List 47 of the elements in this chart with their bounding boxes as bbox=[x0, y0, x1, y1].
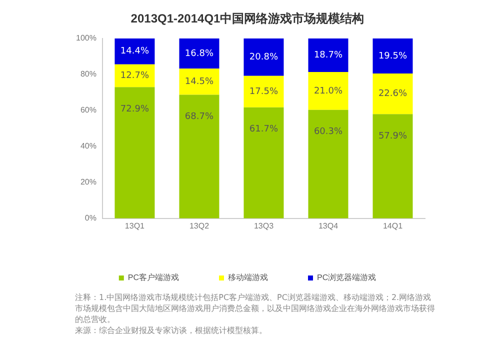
y-tick-label: 40% bbox=[80, 142, 96, 151]
bar bbox=[179, 68, 220, 95]
bar bbox=[308, 38, 348, 72]
y-tick-label: 80% bbox=[80, 70, 96, 79]
y-tick-label: 100% bbox=[76, 34, 96, 43]
y-tick-label: 20% bbox=[80, 178, 96, 187]
data-label: 61.7% bbox=[249, 124, 278, 135]
data-label: 60.3% bbox=[314, 127, 343, 138]
bar bbox=[244, 38, 284, 76]
bar bbox=[244, 76, 284, 108]
data-label: 20.8% bbox=[249, 52, 278, 62]
data-label: 21.0% bbox=[314, 86, 343, 96]
bar bbox=[114, 87, 155, 218]
data-label: 16.8% bbox=[184, 48, 214, 59]
data-label: 14.5% bbox=[184, 77, 214, 88]
bar bbox=[372, 114, 413, 218]
bar bbox=[308, 72, 348, 110]
data-label: 22.6% bbox=[378, 89, 408, 100]
chart-title: 2013Q1-2014Q1中国网络游戏市场规模结构 bbox=[130, 12, 364, 26]
data-label: 12.7% bbox=[120, 71, 150, 82]
bar bbox=[114, 38, 155, 64]
x-tick-label: 13Q3 bbox=[254, 221, 274, 230]
x-tick-label: 14Q1 bbox=[382, 221, 404, 230]
y-tick-label: 0% bbox=[84, 214, 96, 223]
text: 注释：1.中国网络游戏市场规模统计包括PC客户端游戏、PC浏览器端游戏、移动端游戏；2.网络游戏市场规模包含中国大陆地区网络游戏用户消费总金额，以及中国网络游戏企业在海外网络游戏市场获得的总营收。 bbox=[75, 292, 435, 325]
x-tick-label: 13Q1 bbox=[124, 221, 146, 230]
data-label: 72.9% bbox=[120, 104, 150, 115]
legend-label: PC浏览器端游戏 bbox=[317, 273, 376, 282]
bar bbox=[372, 38, 413, 74]
data-label: 14.4% bbox=[120, 46, 150, 57]
bar bbox=[179, 38, 220, 69]
bar bbox=[372, 74, 413, 114]
source-note: 来源：综合企业财报及专家访谈，根据统计模型核算。 bbox=[75, 325, 268, 336]
data-label: 18.7% bbox=[314, 50, 343, 61]
bar bbox=[244, 107, 284, 218]
data-label: 68.7% bbox=[184, 112, 214, 122]
legend-label: PC客户端游戏 bbox=[128, 273, 180, 282]
x-tick-label: 13Q2 bbox=[189, 221, 210, 230]
data-label: 57.9% bbox=[378, 132, 408, 142]
y-tick-label: 60% bbox=[80, 106, 96, 115]
bar bbox=[114, 64, 155, 88]
legend-label: 移动端游戏 bbox=[228, 273, 268, 282]
x-tick-label: 13Q4 bbox=[318, 221, 339, 230]
bar bbox=[308, 110, 348, 218]
data-label: 19.5% bbox=[378, 51, 408, 62]
data-label: 17.5% bbox=[249, 86, 278, 97]
bar bbox=[179, 94, 220, 218]
